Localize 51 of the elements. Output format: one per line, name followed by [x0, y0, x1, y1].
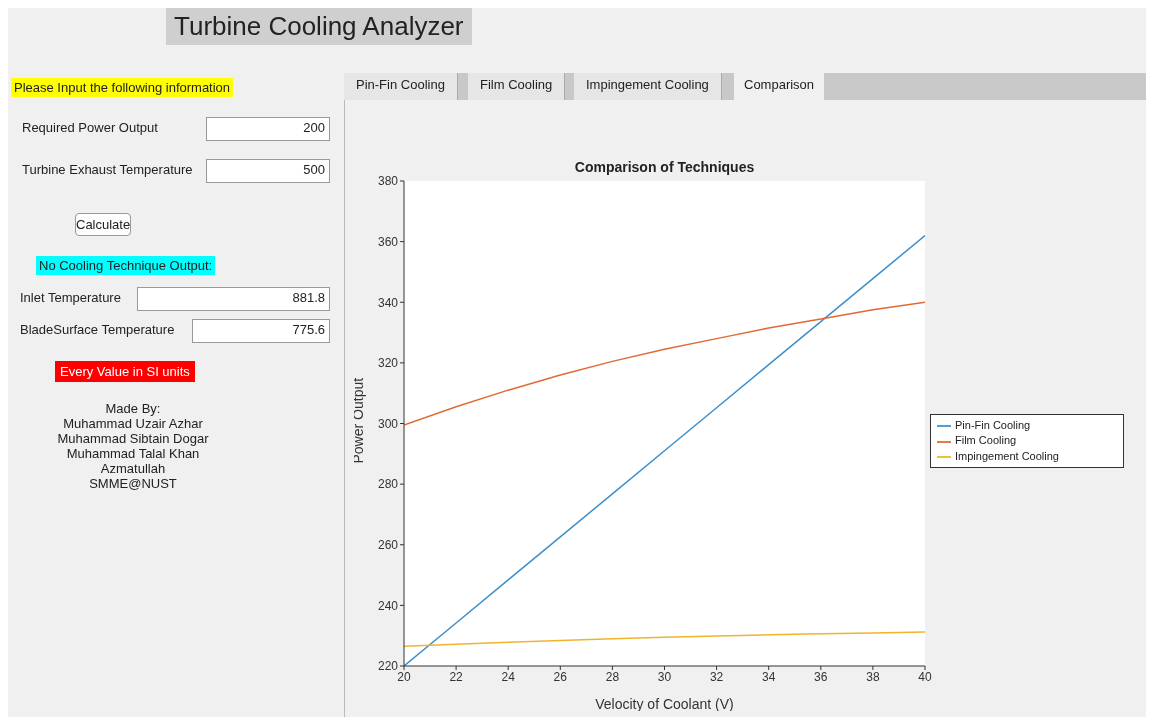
- text: 881.8: [137, 287, 330, 311]
- legend-label: Film Cooling: [955, 434, 1017, 447]
- x-tick-label: 34: [762, 669, 776, 684]
- text: 200: [206, 117, 330, 141]
- text: Muhammad Uzair Azhar: [62, 416, 204, 431]
- text: Inlet Temperature: [20, 290, 121, 305]
- x-tick-label: 20: [397, 669, 411, 684]
- text: Please Input the following information: [11, 78, 234, 97]
- line-series: [404, 301, 925, 426]
- text: Made By:: [104, 401, 162, 416]
- text: Turbine Cooling Analyzer: [166, 8, 472, 45]
- legend-label: Impingement Cooling: [955, 449, 1059, 462]
- y-tick-label: 380: [377, 174, 399, 189]
- y-tick-label: 240: [377, 598, 399, 613]
- text: Film Cooling: [468, 73, 566, 100]
- x-tick-label: 38: [866, 669, 880, 684]
- text: Azmatullah: [99, 461, 167, 476]
- x-tick-label: 40: [918, 669, 932, 684]
- line-series: [404, 631, 925, 648]
- y-tick-label: 220: [377, 659, 399, 674]
- text: SMME@NUST: [88, 476, 178, 491]
- text: Comparison: [734, 73, 825, 100]
- text: Muhammad Talal Khan: [65, 446, 201, 461]
- x-tick-label: 36: [814, 669, 828, 684]
- y-tick-label: 320: [377, 356, 399, 371]
- text: 775.6: [192, 319, 330, 343]
- y-tick-label: 260: [377, 538, 399, 553]
- y-tick-label: 360: [377, 234, 399, 249]
- text: No Cooling Technique Output:: [36, 256, 216, 275]
- text: Turbine Exhaust Temperature: [22, 162, 193, 177]
- x-tick-label: 28: [605, 669, 620, 684]
- x-tick-label: 22: [449, 669, 464, 684]
- text: BladeSurface Temperature: [20, 322, 175, 337]
- text: Pin-Fin Cooling: [344, 73, 458, 100]
- y-tick-label: 280: [377, 477, 399, 492]
- chart-title: Comparison of Techniques: [573, 159, 756, 175]
- text: Impingement Cooling: [574, 73, 722, 100]
- x-tick-label: 26: [553, 669, 568, 684]
- text: 500: [206, 159, 330, 183]
- x-axis-title: Velocity of Coolant (V): [595, 696, 734, 712]
- y-tick-label: 300: [377, 416, 399, 431]
- text: Calculate: [75, 213, 132, 236]
- legend-label: Pin-Fin Cooling: [955, 419, 1031, 432]
- x-tick-label: 24: [501, 669, 516, 684]
- x-tick-label: 32: [709, 669, 724, 684]
- x-tick-label: 30: [657, 669, 672, 684]
- text: Required Power Output: [22, 120, 158, 135]
- y-axis-title: Power Output: [349, 377, 366, 464]
- text: Every Value in SI units: [55, 361, 195, 382]
- y-tick-label: 340: [377, 295, 399, 310]
- text: Muhammad Sibtain Dogar: [56, 431, 210, 446]
